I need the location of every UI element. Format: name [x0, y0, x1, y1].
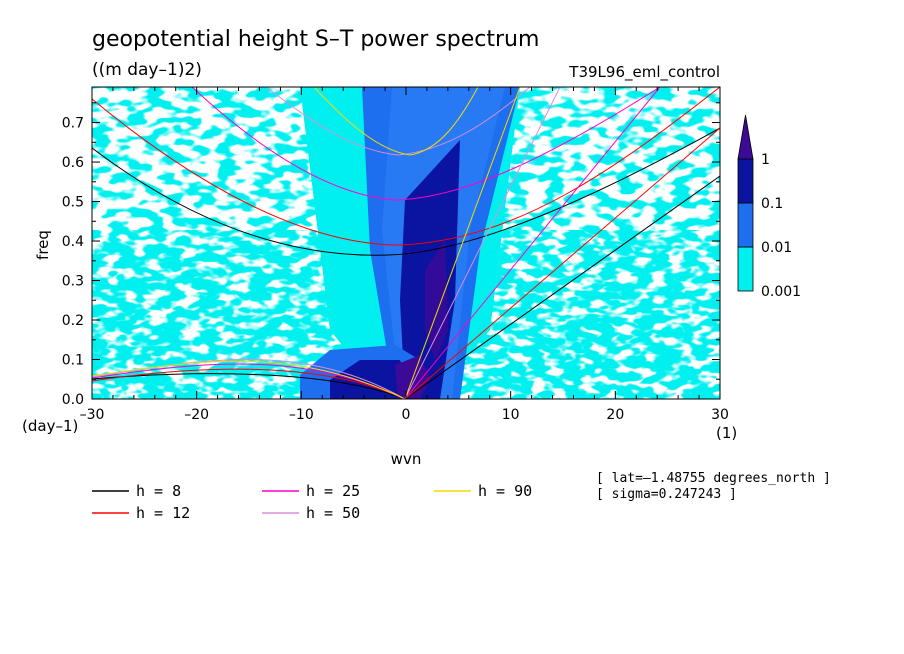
colorbar-segment	[737, 202, 754, 248]
legend-label: h = 8	[136, 482, 181, 500]
run-label: T39L96_eml_control	[568, 63, 720, 82]
colorbar-label: 0.001	[761, 284, 801, 300]
colorbar-segment	[737, 246, 754, 292]
chart-title: geopotential height S–T power spectrum	[92, 27, 539, 52]
y-unit-label: (day–1)	[22, 417, 78, 435]
y-tick-label: 0.2	[62, 313, 84, 329]
legend: h = 8 h = 12 h = 25 h = 50 h = 90	[92, 482, 532, 522]
y-tick-label: 0.6	[62, 155, 84, 171]
colorbar-label: 0.1	[761, 196, 783, 212]
x-tick-label: –20	[184, 407, 209, 423]
x-unit-label: (1)	[716, 424, 737, 442]
colorbar-top-triangle	[737, 114, 754, 160]
sigma-annotation: [ sigma=0.247243 ]	[596, 487, 737, 502]
y-tick-label: 0.3	[62, 274, 84, 290]
colorbar-segment	[737, 158, 754, 204]
y-tick-label: 0.1	[62, 353, 84, 369]
colorbar: 0.001 0.01 0.1 1	[737, 114, 801, 300]
y-tick-label: 0.7	[62, 116, 84, 132]
legend-label: h = 12	[136, 504, 190, 522]
y-tick-label: 0.4	[62, 234, 84, 250]
colorbar-label: 1	[761, 152, 770, 168]
lat-annotation: [ lat=–1.48755 degrees_north ]	[596, 471, 831, 486]
x-tick-label: 30	[711, 407, 729, 423]
legend-label: h = 50	[306, 504, 360, 522]
legend-label: h = 90	[478, 482, 532, 500]
y-axis-label: freq	[34, 230, 52, 260]
legend-label: h = 25	[306, 482, 360, 500]
x-axis: –30 –20 –10 0 10 20 30	[80, 87, 729, 423]
y-axis: 0.0 0.1 0.2 0.3 0.4 0.5 0.6 0.7	[62, 102, 720, 408]
spectrum-field	[92, 87, 720, 399]
colorbar-label: 0.01	[761, 240, 792, 256]
x-tick-label: –10	[289, 407, 314, 423]
y-tick-label: 0.5	[62, 195, 84, 211]
x-tick-label: 0	[402, 407, 411, 423]
x-tick-label: 20	[606, 407, 624, 423]
x-tick-label: –30	[80, 407, 105, 423]
chart-subtitle: ((m day–1)2)	[92, 60, 202, 80]
y-tick-label: 0.0	[62, 392, 84, 408]
x-axis-label: wvn	[391, 450, 422, 468]
x-tick-label: 10	[502, 407, 520, 423]
dispersion-curves	[92, 87, 720, 399]
